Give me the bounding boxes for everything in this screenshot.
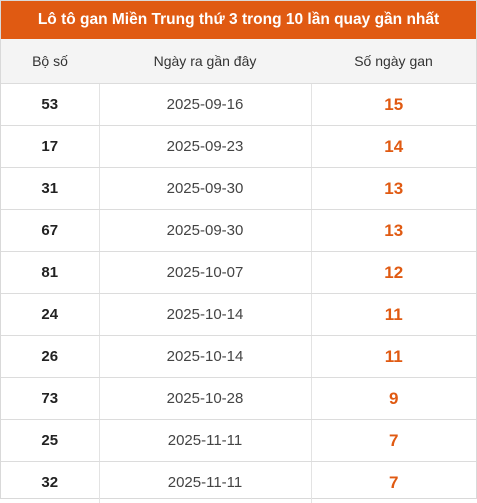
table-row: 25 2025-11-11 7 xyxy=(1,420,476,462)
row-date: 2025-10-14 xyxy=(99,294,311,336)
row-number: 17 xyxy=(1,126,99,168)
table-row: 67 2025-09-30 13 xyxy=(1,210,476,252)
row-date: 2025-11-11 xyxy=(99,462,311,503)
row-number: 81 xyxy=(1,252,99,294)
row-days: 14 xyxy=(311,126,476,168)
header-row: Bộ số Ngày ra gần đây Số ngày gan xyxy=(1,39,476,84)
row-date: 2025-09-30 xyxy=(99,168,311,210)
table-row: 24 2025-10-14 11 xyxy=(1,294,476,336)
row-days: 9 xyxy=(311,378,476,420)
table-row: 17 2025-09-23 14 xyxy=(1,126,476,168)
results-table: Bộ số Ngày ra gần đây Số ngày gan 53 202… xyxy=(1,39,476,503)
row-days: 15 xyxy=(311,84,476,126)
table-row: 53 2025-09-16 15 xyxy=(1,84,476,126)
header-days: Số ngày gan xyxy=(311,39,476,84)
row-date: 2025-11-11 xyxy=(99,420,311,462)
table-row: 32 2025-11-11 7 xyxy=(1,462,476,503)
table-row: 26 2025-10-14 11 xyxy=(1,336,476,378)
row-number: 32 xyxy=(1,462,99,503)
row-number: 26 xyxy=(1,336,99,378)
row-number: 25 xyxy=(1,420,99,462)
row-number: 24 xyxy=(1,294,99,336)
row-days: 13 xyxy=(311,168,476,210)
row-number: 53 xyxy=(1,84,99,126)
row-date: 2025-09-16 xyxy=(99,84,311,126)
row-days: 11 xyxy=(311,294,476,336)
row-date: 2025-10-07 xyxy=(99,252,311,294)
row-days: 7 xyxy=(311,462,476,503)
row-date: 2025-10-28 xyxy=(99,378,311,420)
table-title: Lô tô gan Miền Trung thứ 3 trong 10 lần … xyxy=(1,1,476,39)
table-row: 81 2025-10-07 12 xyxy=(1,252,476,294)
header-number: Bộ số xyxy=(1,39,99,84)
row-number: 73 xyxy=(1,378,99,420)
table-row: 31 2025-09-30 13 xyxy=(1,168,476,210)
row-number: 67 xyxy=(1,210,99,252)
table-row: 73 2025-10-28 9 xyxy=(1,378,476,420)
header-date: Ngày ra gần đây xyxy=(99,39,311,84)
row-date: 2025-09-23 xyxy=(99,126,311,168)
row-date: 2025-09-30 xyxy=(99,210,311,252)
row-days: 7 xyxy=(311,420,476,462)
row-number: 31 xyxy=(1,168,99,210)
row-days: 13 xyxy=(311,210,476,252)
row-days: 12 xyxy=(311,252,476,294)
row-days: 11 xyxy=(311,336,476,378)
row-date: 2025-10-14 xyxy=(99,336,311,378)
